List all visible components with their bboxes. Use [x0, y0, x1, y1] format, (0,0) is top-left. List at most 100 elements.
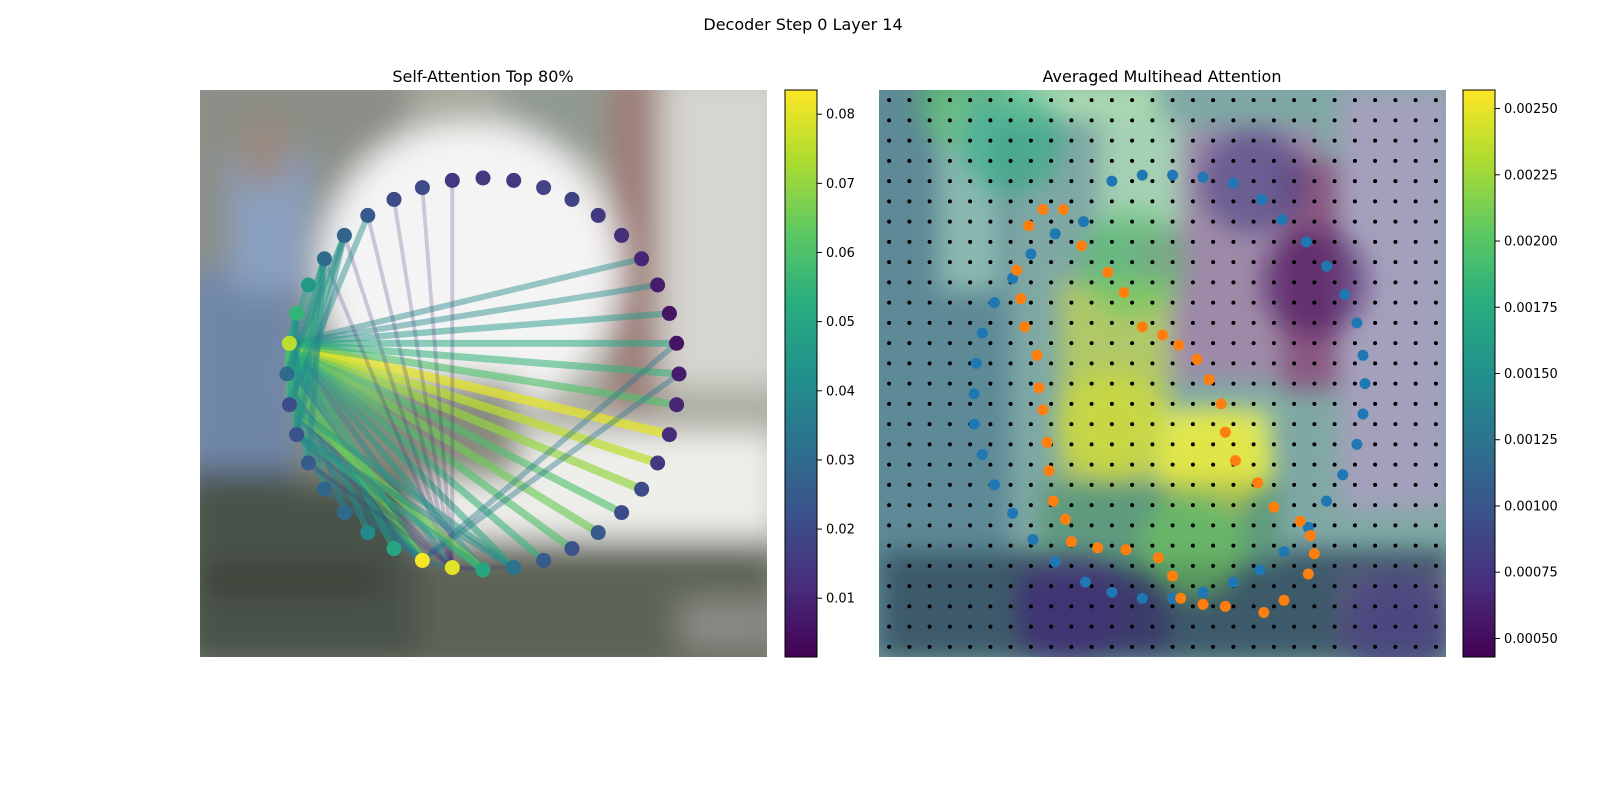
- orange-point: [1302, 568, 1314, 580]
- grid-dot: [1251, 118, 1256, 123]
- grid-dot: [907, 280, 912, 285]
- grid-dot: [927, 199, 932, 204]
- grid-dot: [1312, 341, 1317, 346]
- grid-dot: [1352, 118, 1357, 123]
- grid-dot: [1332, 239, 1337, 244]
- attention-node: [536, 552, 552, 568]
- grid-dot: [1433, 219, 1438, 224]
- grid-dot: [1312, 138, 1317, 143]
- grid-dot: [1150, 98, 1155, 103]
- grid-dot: [1049, 260, 1054, 265]
- grid-dot: [1008, 604, 1013, 609]
- grid-dot: [1150, 158, 1155, 163]
- grid-dot: [1150, 523, 1155, 528]
- grid-dot: [1130, 381, 1135, 386]
- grid-dot: [1433, 624, 1438, 629]
- grid-dot: [1028, 320, 1033, 325]
- colorbar-tick-label: 0.00075: [1504, 566, 1558, 581]
- grid-dot: [907, 462, 912, 467]
- blue-point: [968, 418, 980, 430]
- grid-dot: [1109, 98, 1114, 103]
- grid-dot: [968, 442, 973, 447]
- grid-dot: [968, 118, 973, 123]
- grid-dot: [927, 482, 932, 487]
- grid-dot: [1211, 523, 1216, 528]
- grid-dot: [1069, 219, 1074, 224]
- grid-dot: [1190, 158, 1195, 163]
- grid-dot: [1211, 118, 1216, 123]
- grid-dot: [1211, 199, 1216, 204]
- figure-title: Decoder Step 0 Layer 14: [703, 15, 902, 34]
- grid-dot: [1008, 179, 1013, 184]
- grid-dot: [1069, 624, 1074, 629]
- grid-dot: [1130, 300, 1135, 305]
- grid-dot: [927, 401, 932, 406]
- grid-dot: [1251, 604, 1256, 609]
- grid-dot: [1211, 341, 1216, 346]
- blue-point: [1049, 556, 1061, 568]
- grid-dot: [887, 320, 892, 325]
- grid-dot: [1109, 401, 1114, 406]
- grid-dot: [1049, 584, 1054, 589]
- heatmap-colorbar: 0.00050 0.00075 0.00100 0.00125 0.00150 0.001…: [1462, 89, 1558, 658]
- grid-dot: [988, 381, 993, 386]
- grid-dot: [988, 604, 993, 609]
- grid-dot: [1130, 442, 1135, 447]
- grid-dot: [1251, 179, 1256, 184]
- grid-dot: [1008, 239, 1013, 244]
- grid-dot: [1049, 118, 1054, 123]
- grid-dot: [907, 341, 912, 346]
- blue-point: [976, 327, 988, 339]
- grid-dot: [1271, 219, 1276, 224]
- grid-dot: [887, 563, 892, 568]
- attention-node: [289, 305, 305, 321]
- grid-dot: [1109, 219, 1114, 224]
- grid-dot: [1049, 320, 1054, 325]
- grid-dot: [1413, 138, 1418, 143]
- grid-dot: [1089, 422, 1094, 427]
- grid-dot: [1251, 219, 1256, 224]
- grid-dot: [1028, 462, 1033, 467]
- grid-dot: [988, 158, 993, 163]
- grid-dot: [1089, 644, 1094, 649]
- grid-dot: [1049, 341, 1054, 346]
- grid-dot: [1292, 341, 1297, 346]
- grid-dot: [1109, 543, 1114, 548]
- grid-dot: [1413, 341, 1418, 346]
- grid-dot: [1130, 260, 1135, 265]
- grid-dot: [1413, 199, 1418, 204]
- grid-dot: [1231, 523, 1236, 528]
- grid-dot: [968, 624, 973, 629]
- grid-dot: [968, 179, 973, 184]
- attention-node: [564, 541, 580, 557]
- grid-dot: [1373, 280, 1378, 285]
- grid-dot: [1190, 138, 1195, 143]
- grid-dot: [1150, 503, 1155, 508]
- grid-dot: [927, 381, 932, 386]
- blue-point: [1276, 214, 1288, 226]
- grid-dot: [1271, 624, 1276, 629]
- grid-dot: [1008, 401, 1013, 406]
- grid-dot: [947, 158, 952, 163]
- grid-dot: [1028, 138, 1033, 143]
- grid-dot: [1008, 644, 1013, 649]
- grid-dot: [1292, 442, 1297, 447]
- grid-dot: [1413, 219, 1418, 224]
- grid-dot: [1271, 604, 1276, 609]
- orange-point: [1203, 374, 1215, 386]
- grid-dot: [1109, 563, 1114, 568]
- grid-dot: [988, 543, 993, 548]
- grid-dot: [1049, 543, 1054, 548]
- grid-dot: [907, 300, 912, 305]
- orange-point: [1037, 204, 1049, 215]
- grid-dot: [1271, 138, 1276, 143]
- grid-dot: [1352, 604, 1357, 609]
- attention-edge: [305, 255, 328, 466]
- grid-dot: [1271, 422, 1276, 427]
- attention-node: [316, 251, 332, 267]
- grid-dot: [1271, 320, 1276, 325]
- grid-dot: [1271, 199, 1276, 204]
- grid-dot: [1089, 604, 1094, 609]
- grid-dot: [1089, 563, 1094, 568]
- attention-node: [386, 191, 402, 207]
